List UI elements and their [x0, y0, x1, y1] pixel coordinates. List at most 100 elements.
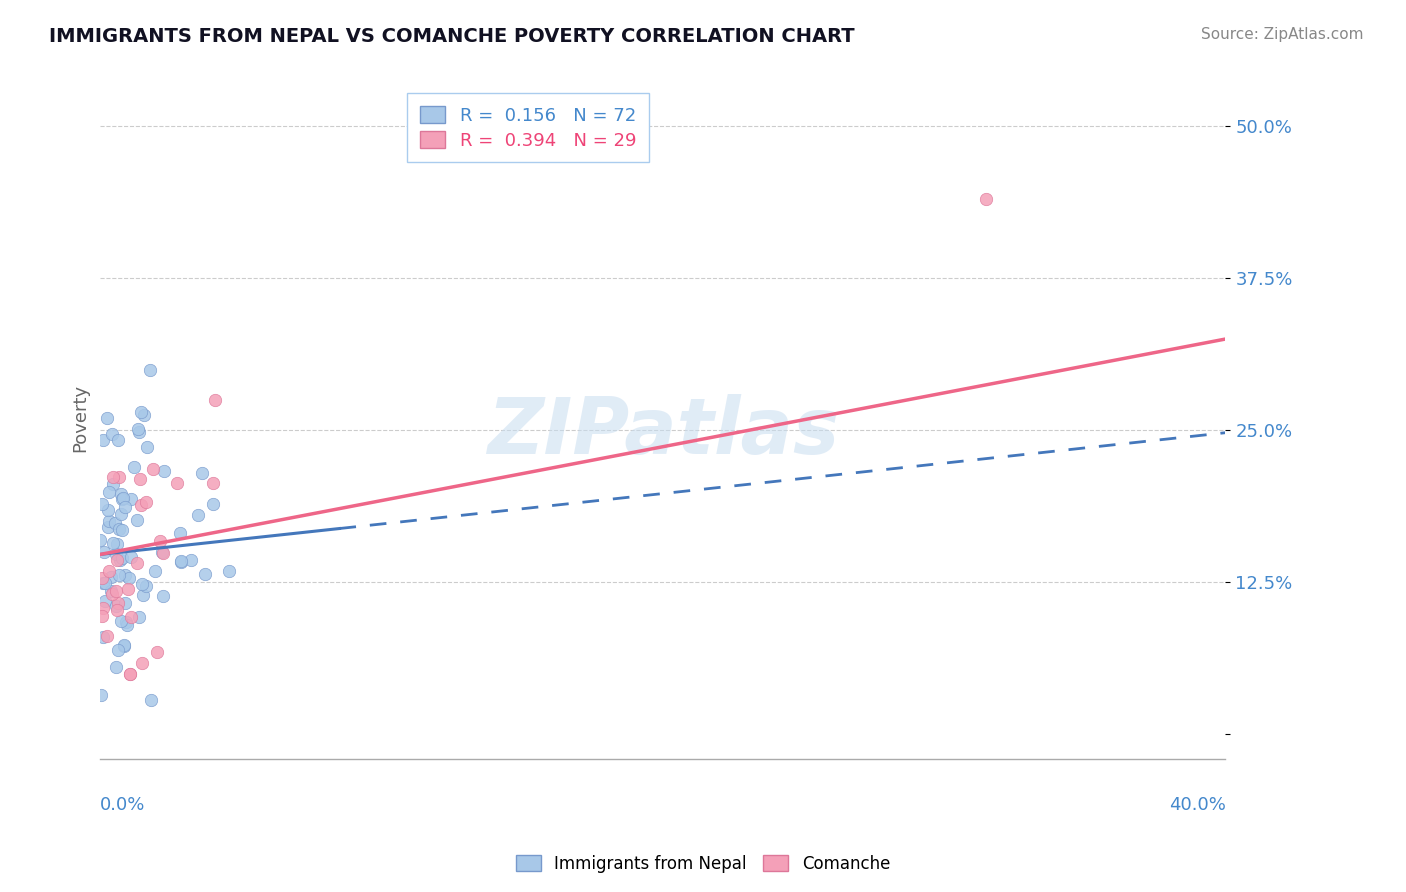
Point — [104, 660, 127, 674]
Point — [976, 192, 998, 206]
Point — [202, 475, 225, 490]
Point — [218, 564, 240, 578]
Point — [101, 427, 124, 442]
Point — [107, 643, 129, 657]
Point — [194, 566, 217, 581]
Point — [149, 534, 172, 549]
Point — [108, 522, 131, 536]
Point — [105, 602, 128, 616]
Point — [104, 584, 127, 599]
Point — [170, 554, 193, 568]
Point — [112, 638, 135, 652]
Y-axis label: Poverty: Poverty — [72, 384, 89, 452]
Point — [101, 535, 124, 549]
Point — [105, 553, 128, 567]
Text: 0.0%: 0.0% — [100, 797, 146, 814]
Point — [108, 553, 131, 567]
Point — [142, 462, 165, 476]
Point — [97, 503, 120, 517]
Point — [108, 568, 131, 582]
Point — [204, 393, 226, 408]
Point — [105, 547, 128, 561]
Point — [153, 464, 176, 478]
Point — [166, 475, 188, 490]
Point — [190, 466, 212, 480]
Point — [129, 472, 152, 486]
Point — [101, 587, 124, 601]
Point — [110, 487, 132, 501]
Point — [146, 645, 169, 659]
Point — [89, 533, 111, 547]
Point — [107, 433, 129, 447]
Point — [94, 593, 117, 607]
Legend: R =  0.156   N = 72, R =  0.394   N = 29: R = 0.156 N = 72, R = 0.394 N = 29 — [408, 94, 648, 162]
Point — [98, 514, 121, 528]
Point — [139, 363, 162, 377]
Point — [170, 556, 193, 570]
Point — [131, 576, 153, 591]
Point — [187, 508, 209, 523]
Point — [91, 600, 114, 615]
Point — [132, 409, 155, 423]
Point — [105, 537, 128, 551]
Point — [118, 571, 141, 585]
Point — [91, 497, 114, 511]
Point — [96, 410, 118, 425]
Point — [101, 470, 124, 484]
Point — [98, 564, 121, 578]
Point — [117, 582, 139, 596]
Point — [131, 656, 153, 670]
Point — [96, 629, 118, 643]
Point — [110, 507, 132, 521]
Text: IMMIGRANTS FROM NEPAL VS COMANCHE POVERTY CORRELATION CHART: IMMIGRANTS FROM NEPAL VS COMANCHE POVERT… — [49, 27, 855, 45]
Point — [100, 570, 122, 584]
Point — [108, 469, 131, 483]
Point — [127, 422, 149, 436]
Point — [115, 617, 138, 632]
Point — [114, 500, 136, 514]
Point — [128, 610, 150, 624]
Point — [143, 564, 166, 578]
Point — [118, 666, 141, 681]
Point — [91, 434, 114, 448]
Point — [202, 496, 225, 510]
Point — [152, 546, 174, 560]
Point — [90, 608, 112, 623]
Point — [91, 576, 114, 591]
Legend: Immigrants from Nepal, Comanche: Immigrants from Nepal, Comanche — [509, 848, 897, 880]
Point — [114, 596, 136, 610]
Text: ZIPatlas: ZIPatlas — [486, 393, 839, 470]
Point — [104, 599, 127, 613]
Point — [115, 615, 138, 629]
Point — [120, 550, 142, 565]
Point — [112, 491, 135, 506]
Point — [125, 512, 148, 526]
Point — [124, 460, 146, 475]
Point — [112, 639, 135, 653]
Point — [129, 405, 152, 419]
Point — [152, 590, 174, 604]
Point — [97, 520, 120, 534]
Point — [107, 595, 129, 609]
Point — [110, 614, 132, 628]
Point — [111, 523, 134, 537]
Point — [91, 630, 114, 644]
Point — [101, 477, 124, 491]
Point — [132, 588, 155, 602]
Text: Source: ZipAtlas.com: Source: ZipAtlas.com — [1201, 27, 1364, 42]
Point — [180, 553, 202, 567]
Point — [129, 498, 152, 512]
Point — [104, 516, 127, 531]
Point — [150, 545, 173, 559]
Point — [120, 492, 142, 507]
Point — [141, 692, 163, 706]
Point — [111, 492, 134, 507]
Text: 40.0%: 40.0% — [1168, 797, 1226, 814]
Point — [118, 666, 141, 681]
Point — [120, 610, 142, 624]
Point — [136, 440, 159, 454]
Point — [114, 568, 136, 582]
Point — [90, 688, 112, 702]
Point — [125, 556, 148, 570]
Point — [128, 425, 150, 439]
